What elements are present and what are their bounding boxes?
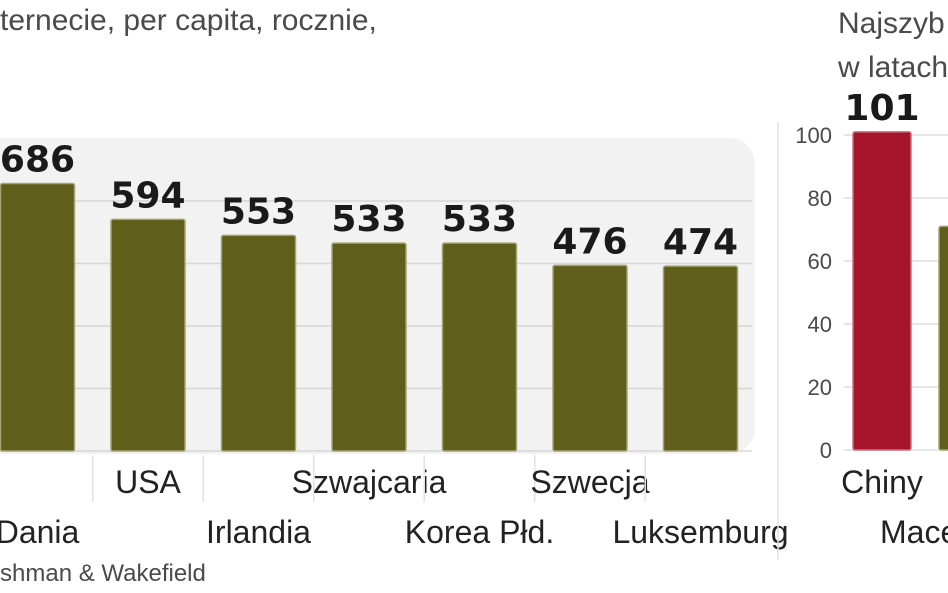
value-label: 553 bbox=[221, 191, 296, 232]
category-label: Luksemburg bbox=[612, 514, 788, 550]
right-chart-title-line1: Najszyb bbox=[838, 7, 945, 40]
category-label: USA bbox=[115, 464, 181, 500]
category-label: Chiny bbox=[841, 464, 923, 500]
category-label: Szwecja bbox=[530, 464, 649, 500]
bar bbox=[110, 218, 186, 452]
bar bbox=[220, 234, 297, 452]
category-label: Mace bbox=[880, 514, 948, 550]
category-label: Dania bbox=[0, 514, 80, 550]
category-label: Korea Płd. bbox=[405, 514, 554, 550]
y-tick-label: 0 bbox=[820, 438, 832, 463]
value-label: 474 bbox=[663, 222, 738, 263]
value-label: 476 bbox=[552, 221, 627, 262]
bar bbox=[938, 225, 948, 451]
y-tick-label: 100 bbox=[795, 123, 832, 148]
value-label: 533 bbox=[331, 199, 406, 240]
category-label: Irlandia bbox=[206, 514, 311, 550]
bar bbox=[441, 242, 518, 452]
bar bbox=[852, 131, 912, 451]
y-tick-label: 80 bbox=[808, 186, 832, 211]
category-label: Szwajcaria bbox=[292, 464, 447, 500]
bar bbox=[331, 242, 407, 452]
bar bbox=[552, 264, 628, 452]
chart-subtitle: ternecie, per capita, rocznie, bbox=[0, 4, 377, 37]
value-label: 101 bbox=[844, 88, 919, 129]
source-note: shman & Wakefield bbox=[0, 560, 206, 587]
y-tick-label: 60 bbox=[808, 249, 832, 274]
value-label: 686 bbox=[0, 139, 75, 180]
right-chart-title: Najszyb w latach bbox=[838, 2, 948, 90]
bar bbox=[662, 265, 739, 452]
value-label: 533 bbox=[442, 199, 517, 240]
y-tick-label: 20 bbox=[808, 375, 832, 400]
value-label: 594 bbox=[110, 175, 185, 216]
y-tick-label: 40 bbox=[808, 312, 832, 337]
bar bbox=[0, 182, 76, 452]
right-chart-title-line2: w latach bbox=[838, 51, 948, 84]
